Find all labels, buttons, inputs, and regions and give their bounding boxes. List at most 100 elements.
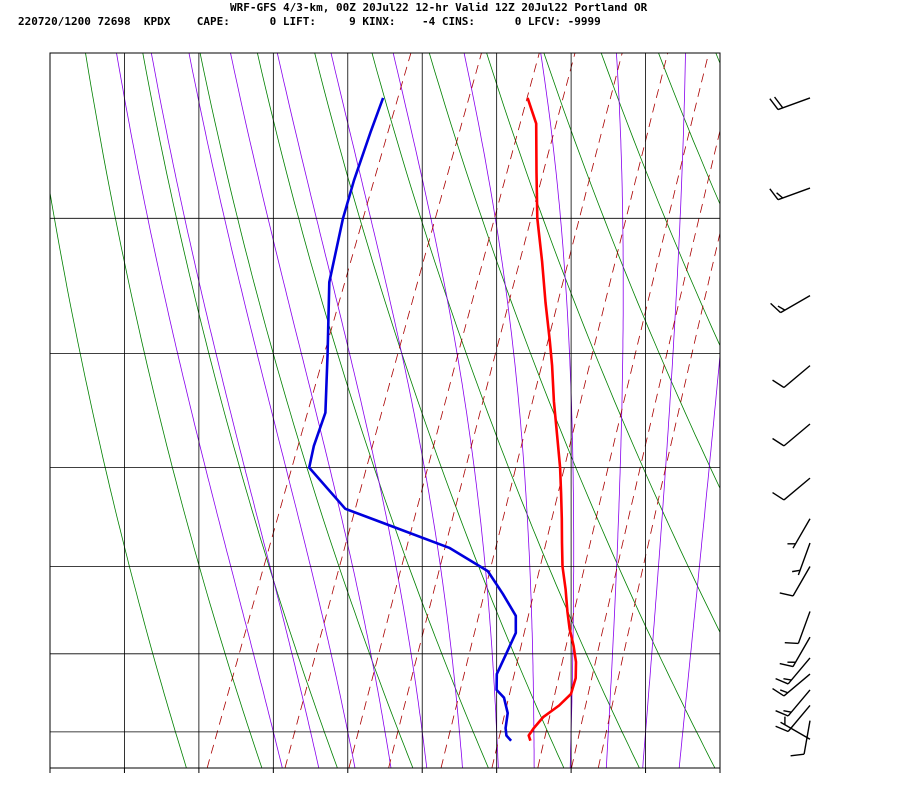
wind-barbs [769,96,811,757]
barb-feather [784,642,799,645]
moist-adiabat [188,53,356,768]
barb-feather [790,753,805,757]
barb-staff [780,721,811,740]
barb-staff [787,657,811,685]
moist-adiabat [150,53,320,768]
barb-feather [769,98,779,110]
barb-staff [777,97,811,111]
dry-adiabat [658,53,720,206]
dry-adiabat [257,53,489,768]
barb-staff [797,611,811,644]
dry-adiabat [600,53,720,347]
moist-adiabat [463,53,535,768]
wind-barb [792,542,811,576]
wind-barb [779,636,811,668]
background-lines [50,53,900,768]
barb-feather [776,192,784,199]
barb-feather [779,592,794,597]
wind-barb [769,187,811,201]
barb-staff [780,295,811,314]
dry-adiabat [428,53,716,768]
mixing-ratio-line [571,128,720,768]
barb-feather [772,491,785,501]
mixing-ratio-line [440,53,623,768]
wind-barb [769,96,811,111]
barb-staff [787,705,811,732]
mixing-ratio-line [284,53,482,768]
wind-barb [790,720,811,757]
moist-adiabat [678,351,720,768]
wind-barb [779,566,811,597]
dry-adiabat [142,53,338,768]
wind-barb [784,611,811,645]
barb-staff [797,542,811,576]
station-info: 220720/1200 72698 KPDX CAPE: 0 LIFT: 9 K… [18,15,601,28]
mixing-ratio-line [597,231,720,768]
barb-staff [783,477,811,501]
barb-feather [777,305,786,311]
wind-barb [772,423,811,447]
dry-adiabat [486,53,720,634]
dry-adiabat [830,53,900,768]
barb-staff [787,689,811,717]
dry-adiabat [371,53,640,768]
wind-barb [775,705,811,733]
barb-staff [783,365,811,389]
barb-staff [792,636,811,667]
mixing-ratio-line [491,53,669,768]
barb-staff [792,518,811,549]
mixing-ratio-line [537,53,710,768]
barb-feather [770,302,782,314]
dry-adiabat [314,53,565,768]
wind-barb [772,673,811,697]
mixing-ratio-line [206,53,412,768]
moist-adiabat [116,53,283,768]
wind-barb [775,689,811,717]
barb-feather [772,437,785,447]
barb-feather [792,569,801,573]
mixing-ratio-line [348,53,540,768]
barb-feather [772,687,785,697]
barb-feather [775,678,789,685]
moist-adiabat [540,53,575,768]
moist-adiabat [392,53,499,768]
dry-adiabat [50,190,187,768]
plot-frame [49,52,721,769]
barb-feather [775,725,789,733]
barb-feather [779,689,789,694]
wind-barb [780,716,811,740]
barb-staff [803,720,811,755]
moist-adiabat [230,53,392,768]
moist-adiabat [330,53,463,768]
sounding-traces [307,97,578,742]
dry-adiabat [199,53,414,768]
wind-barb [775,657,811,685]
mixing-ratio-line [388,53,576,768]
barb-staff [783,423,811,447]
moist-adiabat [276,53,428,768]
barb-feather [779,662,794,668]
dry-adiabat [85,53,263,768]
moist-adiabat [605,53,624,768]
dry-adiabat [773,53,900,768]
wind-barb [787,518,811,549]
barb-feather [775,710,789,717]
wind-barb [770,295,811,314]
barb-staff [792,566,811,597]
dewpoint-trace [307,97,518,742]
dry-adiabat [543,53,720,490]
dry-adiabat [888,53,900,768]
wind-barb [772,365,811,389]
barb-feather [769,188,779,201]
moist-adiabat [642,53,686,768]
barb-feather [783,710,792,713]
barb-staff [783,673,811,697]
barb-feather [783,677,792,681]
temperature-trace [526,97,578,742]
wind-barb [772,477,811,501]
barb-staff [777,187,811,201]
barb-feather [772,379,785,389]
chart-title: WRF-GFS 4/3-km, 00Z 20Jul22 12-hr Valid … [230,1,648,14]
barb-feather [773,96,784,109]
